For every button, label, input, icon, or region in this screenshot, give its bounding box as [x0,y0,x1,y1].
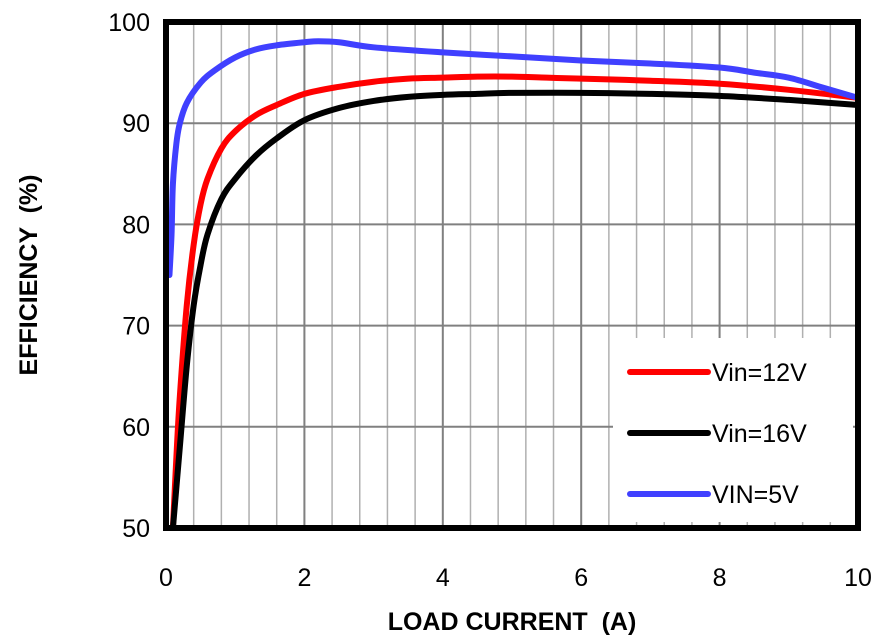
series-line-0 [169,73,861,531]
x-tick-label: 0 [159,564,173,592]
x-tick-label: 2 [297,564,311,592]
y-tick-label: 100 [108,9,150,37]
y-tick-label: 60 [122,414,150,442]
legend: Vin=12V Vin=16V VIN=5V [613,338,853,522]
series-line-1 [169,89,861,531]
x-axis-title: LOAD CURRENT (A) [388,608,637,636]
x-tick-label: 8 [713,564,727,592]
y-tick-label: 90 [122,110,150,138]
x-tick-label: 6 [574,564,588,592]
x-tick-label: 4 [436,564,450,592]
y-tick-label: 80 [122,211,150,239]
y-axis-title: EFFICIENCY (%) [15,175,43,376]
legend-label: Vin=12V [712,359,807,387]
x-tick-labels: 0 2 4 6 8 10 [159,564,872,592]
legend-label: Vin=16V [712,420,807,448]
plot-frame [163,19,861,531]
series-line-2 [166,38,861,278]
x-tick-label: 10 [844,564,872,592]
y-tick-label: 50 [122,515,150,543]
series-lines [166,38,861,531]
y-tick-labels: 50 60 70 80 90 100 [108,9,150,543]
legend-label: VIN=5V [712,481,799,509]
y-tick-label: 70 [122,313,150,341]
